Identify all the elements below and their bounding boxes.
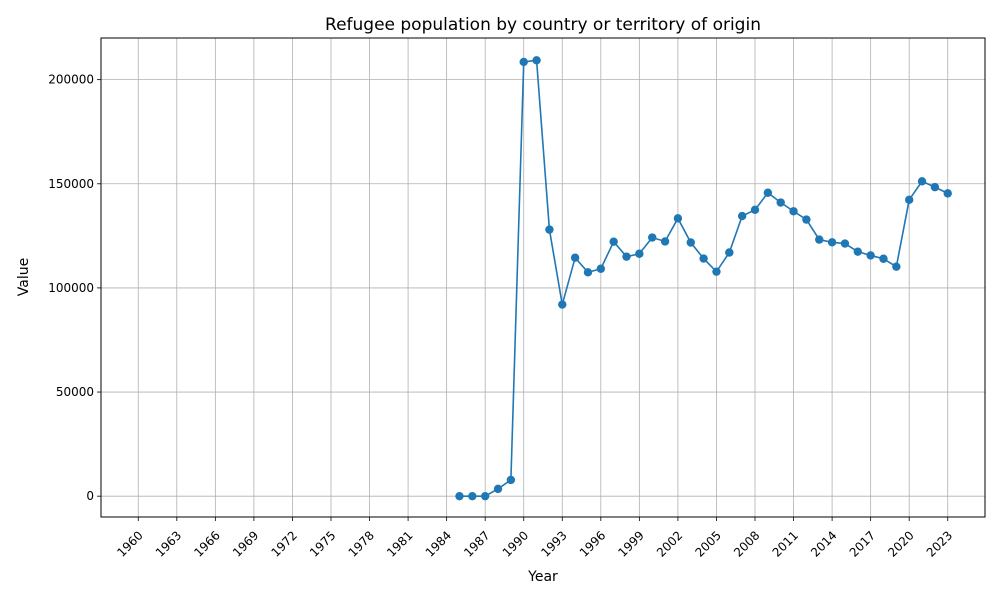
data-point <box>699 254 708 263</box>
data-point <box>468 491 477 501</box>
data-point <box>686 238 695 247</box>
data-point <box>776 198 785 207</box>
data-point <box>840 239 850 248</box>
series-line <box>459 59 949 497</box>
data-point <box>493 484 503 494</box>
plot-frame <box>100 37 986 518</box>
data-point <box>622 252 631 261</box>
x-tick-label: 1981 <box>384 528 415 559</box>
data-point <box>660 237 670 246</box>
data-point <box>943 189 952 198</box>
data-point <box>712 267 721 276</box>
x-tick-label: 1984 <box>423 528 454 559</box>
data-point <box>570 253 580 262</box>
x-tick-label: 1960 <box>114 528 145 559</box>
data-point <box>763 188 773 197</box>
data-point <box>892 262 901 271</box>
x-tick-label: 2005 <box>692 528 723 559</box>
x-tick-label: 1999 <box>615 528 646 559</box>
data-point <box>815 235 824 244</box>
data-point <box>532 56 541 65</box>
y-axis: 0 50000 100000 150000 200000 <box>48 73 101 503</box>
y-axis-label: Value <box>16 258 32 296</box>
x-tick-label: 1996 <box>577 528 608 559</box>
chart-title: Refugee population by country or territo… <box>325 15 761 35</box>
grid <box>101 38 985 517</box>
data-point <box>609 237 618 246</box>
x-tick-label: 2023 <box>924 528 955 559</box>
data-point <box>455 491 464 501</box>
x-tick-label: 1993 <box>538 528 569 559</box>
x-tick-label: 2002 <box>654 528 685 559</box>
data-point <box>750 205 760 215</box>
data-point <box>879 254 888 263</box>
data-point <box>904 195 914 205</box>
y-tick-label: 100000 <box>48 281 94 295</box>
x-tick-label: 1963 <box>153 528 184 559</box>
data-point <box>596 264 606 273</box>
x-tick-label: 1966 <box>191 528 222 559</box>
data-point <box>853 247 862 256</box>
data-point <box>480 491 490 501</box>
x-tick-label: 1990 <box>500 528 531 559</box>
data-point <box>737 211 747 221</box>
data-point <box>866 251 875 260</box>
data-point <box>545 225 554 234</box>
data-point <box>558 300 567 309</box>
data-point <box>725 248 734 257</box>
data-point <box>519 57 528 67</box>
data-point <box>789 207 798 216</box>
x-tick-label: 1969 <box>230 528 261 559</box>
y-tick-label: 150000 <box>48 177 94 191</box>
data-point <box>917 177 927 186</box>
x-axis-label: Year <box>527 569 558 585</box>
x-axis: 1960 1963 1966 1969 1972 1975 1978 1981 1984 1987… <box>114 517 955 560</box>
data-point <box>827 238 837 247</box>
data-point <box>930 182 940 192</box>
data-point <box>802 215 811 224</box>
x-tick-label: 1978 <box>346 528 377 559</box>
data-point <box>635 249 644 258</box>
y-tick-label: 0 <box>86 489 94 503</box>
x-tick-label: 2017 <box>847 528 878 559</box>
x-tick-label: 1987 <box>461 528 492 559</box>
x-tick-label: 2020 <box>885 528 916 559</box>
x-tick-label: 2014 <box>808 528 839 559</box>
data-point <box>673 214 683 223</box>
data-point <box>506 475 516 485</box>
data-point <box>583 268 593 277</box>
y-tick-label: 200000 <box>48 73 94 87</box>
x-tick-label: 1975 <box>307 528 338 559</box>
x-tick-label: 1972 <box>268 528 299 559</box>
y-tick-label: 50000 <box>56 385 94 399</box>
x-tick-label: 2011 <box>770 528 801 559</box>
series-layer <box>455 56 952 501</box>
x-tick-label: 2008 <box>731 528 762 559</box>
data-point <box>648 233 657 242</box>
